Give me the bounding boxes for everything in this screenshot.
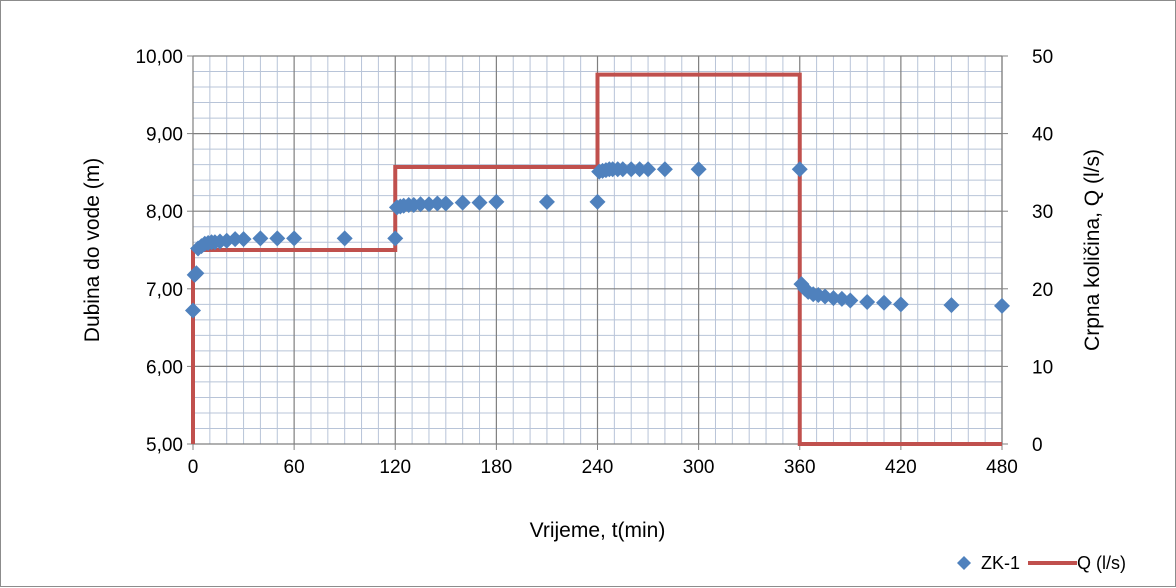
major-gridlines [193,55,1003,444]
zk1-point [454,194,471,211]
x-tick-label: 240 [582,457,614,478]
y-tick-label: 6,00 [146,357,183,378]
x-tick-label: 480 [986,457,1018,478]
zk1-point [252,230,269,247]
zk1-point [471,194,488,211]
zk1-point [876,294,893,311]
legend-zk1-marker [957,556,971,570]
zk1-point [943,297,960,314]
y2-tick-label: 20 [1032,280,1053,301]
zk1-point [589,193,606,210]
y-tick-label: 9,00 [146,125,183,146]
zk1-point [286,230,303,247]
x-tick-label: 300 [683,457,715,478]
zk1-point [614,161,631,178]
y2-axis-title: Crpna količina, Q (l/s) [1081,149,1104,351]
zk1-point [656,161,673,178]
x-axis-title: Vrijeme, t(min) [530,519,666,542]
zk1-point [412,196,429,213]
zk1-point [859,293,876,310]
legend: ZK-1 Q (l/s) [957,553,1126,573]
x-tick-label: 120 [379,457,411,478]
zk1-series-points [185,161,1010,319]
zk1-point [387,230,404,247]
zk1-point [791,161,808,178]
y-tick-label: 10,00 [135,47,183,68]
legend-q-label: Q (l/s) [1077,553,1126,573]
y-tick-label: 5,00 [146,435,183,456]
zk1-point [631,161,648,178]
zk1-point [437,195,454,212]
legend-zk1-label: ZK-1 [981,553,1020,573]
y2-tick-label: 50 [1032,47,1053,68]
x-tick-label: 420 [885,457,917,478]
zk1-point [842,292,859,309]
zk1-point [227,231,244,248]
y2-tick-label: 30 [1032,202,1053,223]
x-tick-label: 360 [784,457,816,478]
y2-tick-label: 10 [1032,357,1053,378]
y-tick-label: 8,00 [146,202,183,223]
zk1-point [429,195,446,212]
zk1-point [269,230,286,247]
zk1-point [188,265,205,282]
x-tick-label: 60 [284,457,305,478]
zk1-point [488,193,505,210]
zk1-point [892,296,909,313]
zk1-point [185,302,201,319]
zk1-point [640,161,657,178]
zk1-point [690,161,707,178]
y2-tick-label: 0 [1032,435,1043,456]
zk1-point [994,297,1010,314]
x-tick-label: 180 [481,457,513,478]
zk1-point [538,193,555,210]
zk1-point [623,161,640,178]
tick-labels: 0 60 120 180 240 300 360 420 4805,006,007,008,00… [135,47,1053,478]
x-tick-label: 0 [188,457,199,478]
zk1-point [235,231,252,248]
zk1-point [336,230,353,247]
y-tick-label: 7,00 [146,280,183,301]
y-axis-title: Dubina do vode (m) [81,158,104,342]
y2-tick-label: 40 [1032,125,1053,146]
